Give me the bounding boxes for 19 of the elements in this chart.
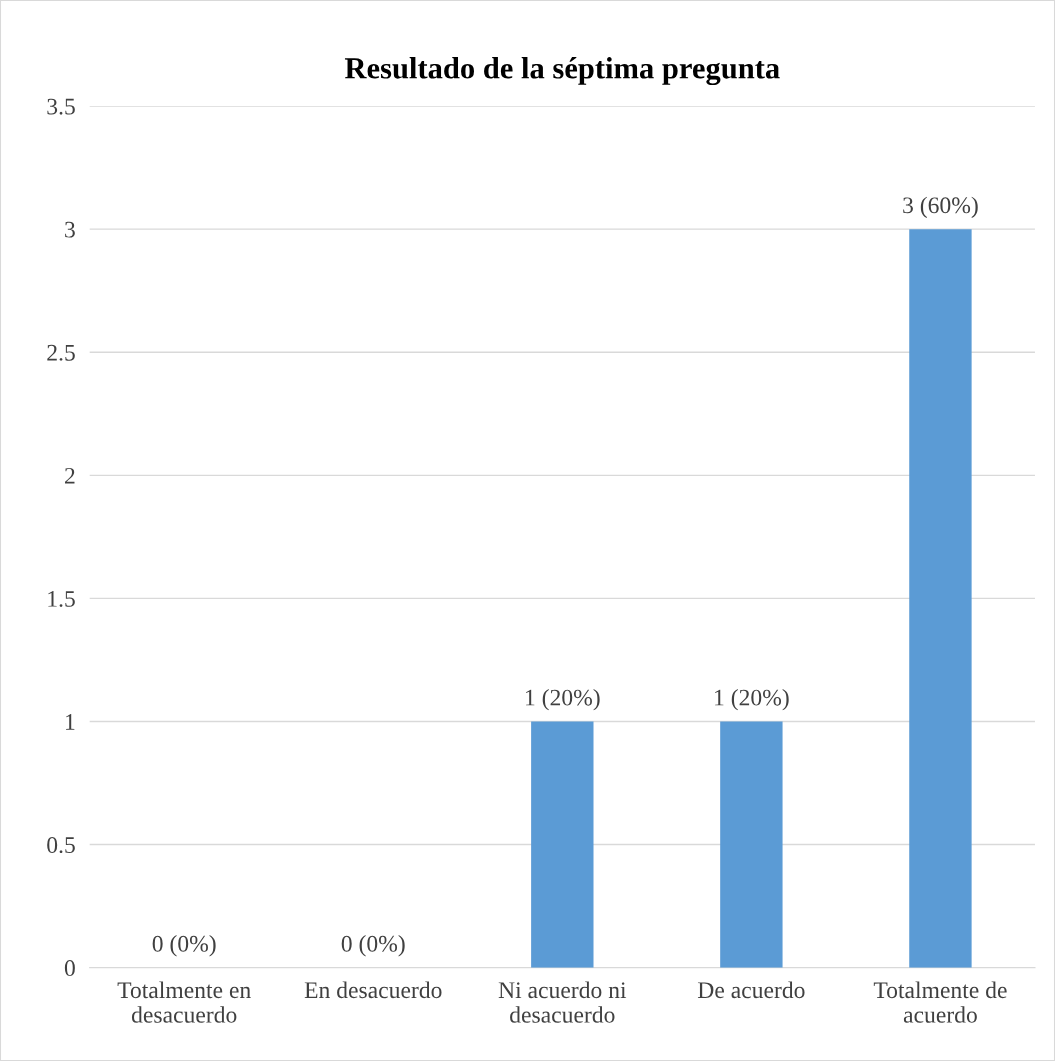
y-tick-label: 2 — [65, 467, 75, 484]
y-tick-label: 2.5 — [47, 344, 75, 361]
x-tick-label: Totalmente de acuerdo — [873, 981, 1007, 1023]
y-tick-label: 0 — [64, 960, 75, 977]
y-tick-label: 0.5 — [47, 837, 75, 854]
y-tick-label: 1.5 — [48, 591, 75, 607]
data-label: 1 (20%) — [715, 688, 789, 711]
x-tick-label: Totalmente en desacuerdo — [117, 981, 251, 1023]
y-tick-label: 1 — [66, 714, 75, 730]
data-label: 0 (0%) — [152, 935, 216, 957]
data-label: 3 (60%) — [903, 196, 978, 219]
data-label: 1 (20%) — [526, 688, 600, 711]
y-tick-label: 3 — [65, 221, 75, 238]
x-tick-label: Ni acuerdo ni desacuerdo — [498, 981, 627, 1023]
x-tick-label: De acuerdo — [697, 981, 805, 999]
y-tick-label: 3.5 — [47, 98, 75, 115]
data-label: 0 (0%) — [341, 935, 405, 957]
x-tick-label: En desacuerdo — [304, 981, 442, 999]
chart-title: Resultado de la séptima pregunta — [344, 57, 780, 86]
